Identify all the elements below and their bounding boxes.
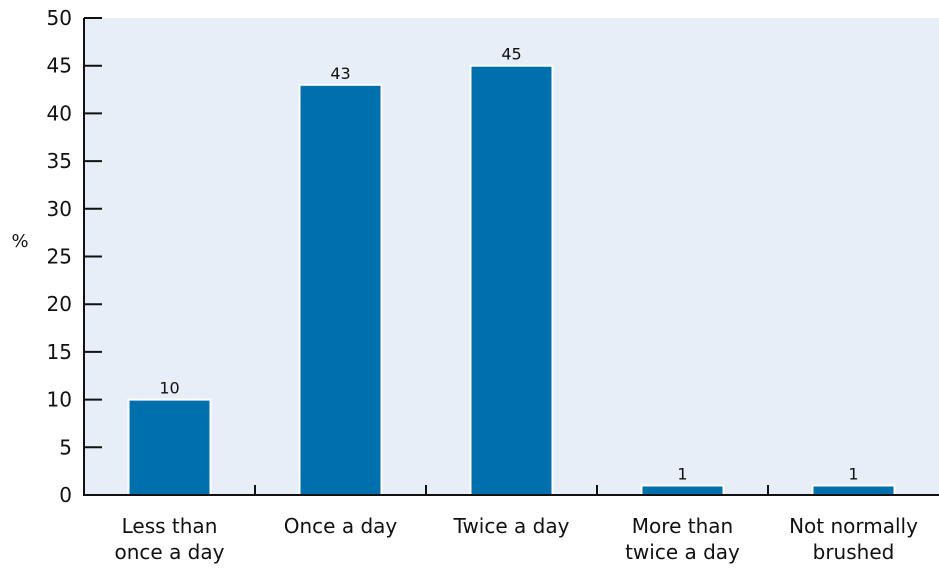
bar	[640, 484, 725, 496]
y-tick-label: 15	[47, 340, 72, 364]
data-label: 10	[159, 379, 179, 398]
x-tick-labels: Less than once a day Once a day Twice a day…	[115, 514, 919, 564]
y-tick-label: 5	[59, 435, 72, 459]
y-tick-label: 25	[47, 245, 72, 269]
y-tick-label: 35	[47, 149, 72, 173]
x-tick-label-line: Less than	[122, 514, 218, 538]
data-labels: 10 43 45 1 1	[159, 45, 858, 484]
y-tick-label: 10	[47, 388, 72, 412]
x-tick-label: Less than once a day	[115, 514, 225, 564]
x-tick-label-line: once a day	[115, 540, 225, 564]
x-tick-label-line: Twice a day	[453, 514, 570, 538]
x-tick-label-line: twice a day	[625, 540, 740, 564]
x-ticks	[254, 485, 769, 495]
bar	[298, 83, 383, 497]
x-tick-label: More than twice a day	[625, 514, 740, 564]
bars	[127, 64, 896, 497]
y-tick-label: 50	[47, 6, 72, 30]
data-label: 45	[501, 45, 521, 64]
x-tick-label: Once a day	[284, 514, 398, 538]
y-ticks: 0 5 10 15 20 25 30 35 40 45 50	[47, 6, 102, 507]
bar	[469, 64, 554, 496]
x-tick-label: Twice a day	[453, 514, 570, 538]
y-tick-label: 0	[59, 483, 72, 507]
y-tick-label: 30	[47, 197, 72, 221]
bar	[811, 484, 896, 496]
data-label: 1	[848, 465, 858, 484]
y-axis-title: %	[11, 231, 28, 252]
x-tick-label-line: brushed	[813, 540, 895, 564]
x-tick-label-line: More than	[632, 514, 733, 538]
data-label: 1	[677, 465, 687, 484]
y-tick-label: 40	[47, 101, 72, 125]
bar	[127, 398, 212, 497]
y-tick-label: 45	[47, 54, 72, 78]
data-label: 43	[330, 64, 350, 83]
x-tick-label-line: Not normally	[789, 514, 918, 538]
y-tick-label: 20	[47, 292, 72, 316]
x-tick-label-line: Once a day	[284, 514, 398, 538]
x-tick-label: Not normally brushed	[789, 514, 918, 564]
